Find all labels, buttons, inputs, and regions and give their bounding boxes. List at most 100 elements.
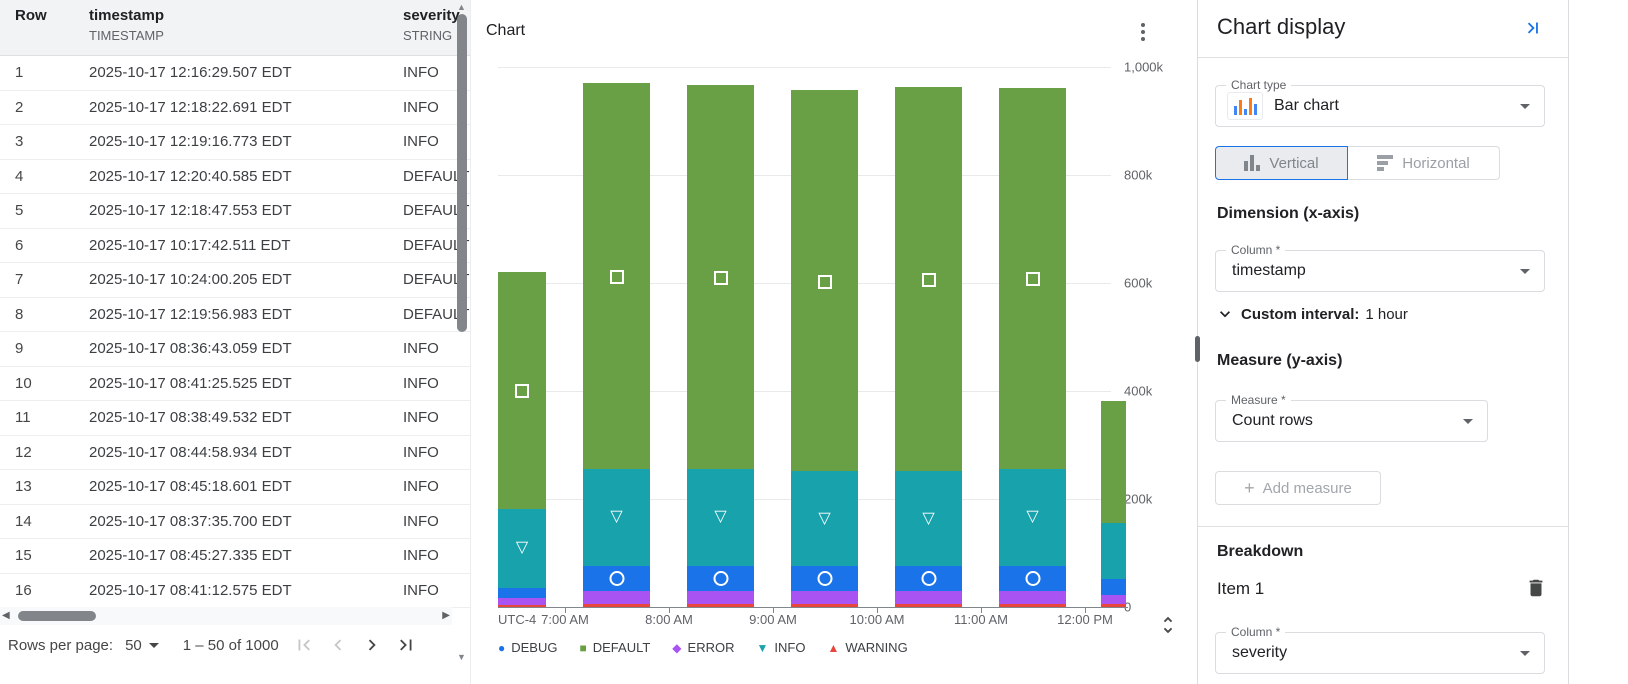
column-header-row: Row — [15, 7, 47, 24]
chevron-down-icon — [1220, 311, 1230, 318]
timestamp-cell: 2025-10-17 08:45:27.335 EDT — [89, 547, 292, 564]
legend-item: ▲ WARNING — [827, 640, 907, 655]
timestamp-cell: 2025-10-17 10:24:00.205 EDT — [89, 271, 292, 288]
bar-segment-info — [1101, 522, 1126, 580]
breakdown-column-select[interactable]: Column * severity — [1215, 625, 1545, 674]
table-horizontal-scrollbar[interactable]: ◀ ▶ — [0, 607, 452, 625]
column-type: TIMESTAMP — [89, 28, 164, 43]
add-measure-label: Add measure — [1262, 479, 1352, 497]
bar-chart-icon — [1227, 92, 1263, 120]
legend-item: ◆ ERROR — [672, 640, 734, 655]
chart-bar: ▽ — [498, 271, 546, 607]
severity-cell: INFO — [403, 443, 439, 461]
custom-interval-value: 1 hour — [1365, 305, 1408, 323]
table-row: 16 2025-10-17 08:41:12.575 EDT INFO — [0, 574, 470, 608]
scroll-right-icon[interactable]: ▶ — [442, 610, 450, 621]
expand-chart-button[interactable] — [1157, 614, 1179, 636]
custom-interval-toggle[interactable]: Custom interval: 1 hour — [1215, 304, 1408, 324]
trash-icon — [1529, 579, 1543, 597]
measure-select[interactable]: Measure * Count rows — [1215, 393, 1488, 442]
marker-triangle-icon: ▽ — [818, 509, 831, 527]
legend-diamond-icon: ◆ — [672, 640, 682, 655]
legend-triangle-up-icon: ▲ — [827, 640, 840, 655]
bar-segment-default — [895, 87, 962, 472]
table-row: 12 2025-10-17 08:44:58.934 EDT INFO — [0, 436, 470, 470]
x-axis-tick — [877, 608, 878, 613]
chart-bar: ▽ — [583, 83, 650, 607]
marker-circle-icon — [1025, 571, 1040, 587]
plus-icon: + — [1244, 478, 1255, 498]
chart-type-select[interactable]: Chart type Bar chart — [1215, 78, 1545, 127]
marker-square-icon — [817, 274, 832, 289]
table-row: 11 2025-10-17 08:38:49.532 EDT INFO — [0, 401, 470, 436]
chart-type-value: Bar chart — [1274, 97, 1339, 114]
y-axis-label: 600k — [1124, 275, 1153, 291]
right-gutter — [1568, 0, 1628, 684]
column-type: STRING — [403, 28, 453, 43]
rows-per-page-select[interactable]: 50 — [125, 637, 159, 654]
bar-segment-warning — [791, 603, 858, 607]
timestamp-cell: 2025-10-17 12:16:29.507 EDT — [89, 64, 292, 81]
delete-breakdown-button[interactable] — [1525, 577, 1547, 599]
bar-segment-info — [791, 471, 858, 566]
severity-cell: INFO — [403, 478, 439, 495]
dropdown-caret-icon — [1520, 269, 1530, 274]
dimension-column-select[interactable]: Column * timestamp — [1215, 243, 1545, 292]
severity-cell: DEFAULT — [403, 167, 470, 185]
x-axis-tick — [669, 608, 670, 613]
x-tick-label: 9:00 AM — [749, 612, 797, 627]
first-page-button[interactable] — [293, 634, 315, 656]
row-number-cell: 3 — [15, 133, 24, 150]
utc-offset-label: UTC-4 — [498, 612, 537, 627]
scroll-left-icon[interactable]: ◀ — [2, 610, 10, 621]
next-page-button[interactable] — [361, 634, 383, 656]
marker-circle-icon — [817, 571, 832, 587]
vertical-scrollbar-thumb[interactable] — [457, 14, 467, 332]
marker-circle-icon — [713, 571, 728, 587]
previous-page-button[interactable] — [327, 634, 349, 656]
horizontal-bars-icon — [1377, 155, 1394, 171]
timestamp-cell: 2025-10-17 12:19:56.983 EDT — [89, 305, 292, 323]
legend-triangle-down-icon: ▼ — [756, 640, 769, 655]
panel-resize-handle[interactable] — [1195, 336, 1200, 362]
table-row: 10 2025-10-17 08:41:25.525 EDT INFO — [0, 367, 470, 401]
bar-segment-default — [687, 85, 754, 469]
severity-cell: INFO — [403, 581, 439, 599]
last-page-icon — [399, 639, 412, 651]
bar-segment-default — [583, 83, 650, 469]
table-row: 1 2025-10-17 12:16:29.507 EDT INFO — [0, 56, 470, 91]
chart-bar: ▽ — [999, 87, 1066, 607]
horizontal-orientation-button[interactable]: Horizontal — [1348, 146, 1500, 180]
add-measure-button[interactable]: + Add measure — [1215, 471, 1381, 505]
bar-segment-error — [895, 590, 962, 604]
gridline — [498, 67, 1111, 68]
table-row: 2 2025-10-17 12:18:22.691 EDT INFO — [0, 91, 470, 125]
row-number-cell: 1 — [15, 64, 24, 81]
marker-square-icon — [921, 273, 936, 288]
last-page-button[interactable] — [395, 634, 417, 656]
row-number-cell: 11 — [15, 409, 31, 426]
chart-bar: ▽ — [687, 85, 754, 607]
severity-cell: INFO — [403, 64, 439, 81]
chart-menu-button[interactable] — [1131, 20, 1155, 44]
legend-circle-icon: ● — [498, 640, 506, 655]
scroll-up-icon[interactable]: ▲ — [457, 2, 466, 12]
bar-segment-error — [498, 598, 546, 605]
collapse-panel-button[interactable] — [1520, 17, 1542, 39]
y-axis-label: 1,000k — [1124, 59, 1164, 75]
marker-triangle-icon: ▽ — [922, 509, 935, 527]
timestamp-cell: 2025-10-17 12:20:40.585 EDT — [89, 167, 292, 185]
measure-heading: Measure (y-axis) — [1217, 352, 1343, 369]
horizontal-scrollbar-thumb[interactable] — [18, 611, 96, 621]
row-number-cell: 8 — [15, 305, 24, 323]
marker-triangle-icon: ▽ — [515, 539, 529, 557]
table-vertical-scrollbar[interactable]: ▲ ▼ — [456, 0, 469, 666]
scroll-down-icon[interactable]: ▼ — [457, 652, 466, 662]
vertical-orientation-button[interactable]: Vertical — [1215, 146, 1348, 180]
legend-label: WARNING — [845, 640, 908, 655]
dimension-heading: Dimension (x-axis) — [1217, 205, 1360, 222]
marker-square-icon — [713, 271, 728, 286]
chart-title: Chart — [486, 22, 526, 39]
x-tick-label: 11:00 AM — [954, 612, 1008, 627]
